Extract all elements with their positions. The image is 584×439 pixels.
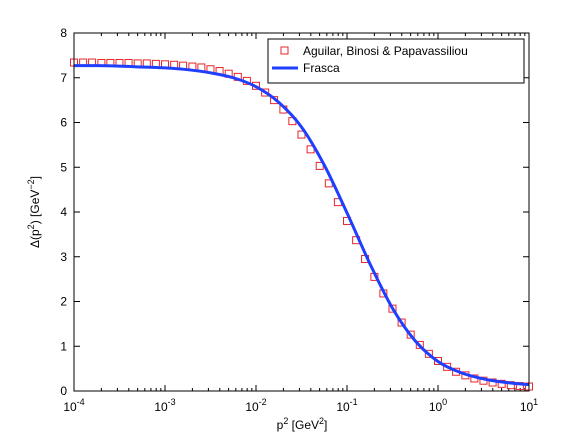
x-tick-label: 101	[520, 397, 538, 414]
legend-box	[267, 38, 525, 84]
abp-data-point	[406, 330, 415, 339]
y-tick-label: 7	[60, 71, 67, 85]
y-tick-label: 5	[60, 160, 67, 174]
y-tick-label: 3	[60, 250, 67, 264]
plot-background	[74, 33, 529, 391]
frasca-line	[74, 64, 530, 387]
y-tick-label: 6	[60, 116, 67, 130]
legend-marker-abp	[280, 46, 289, 55]
legend: Aguilar, Binosi & Papavassiliou Frasca	[267, 38, 525, 84]
plot-frame	[73, 32, 530, 392]
y-axis-title: Δ(p2) [GeV−2]	[26, 176, 42, 248]
y-tick-label: 4	[60, 205, 67, 219]
abp-data-point	[397, 318, 406, 327]
y-tick-label: 0	[60, 384, 67, 398]
x-tick-label: 100	[429, 397, 447, 414]
y-tick-label: 1	[60, 339, 67, 353]
abp-data-point	[415, 340, 424, 349]
x-tick-label: 10-4	[63, 397, 84, 414]
x-tick-label: 10-1	[336, 397, 357, 414]
legend-label-abp: Aguilar, Binosi & Papavassiliou	[303, 44, 468, 58]
x-tick-label: 10-3	[154, 397, 175, 414]
abp-data-point	[434, 357, 442, 366]
x-tick-label: 10-2	[245, 397, 266, 414]
abp-data-point	[424, 349, 433, 358]
legend-label-frasca: Frasca	[303, 61, 340, 75]
abp-data-point	[388, 304, 397, 313]
x-axis-title: p2 [GeV2]	[277, 416, 328, 432]
abp-data-point	[261, 88, 270, 97]
y-tick-label: 2	[60, 295, 67, 309]
y-tick-label: 8	[60, 26, 67, 40]
